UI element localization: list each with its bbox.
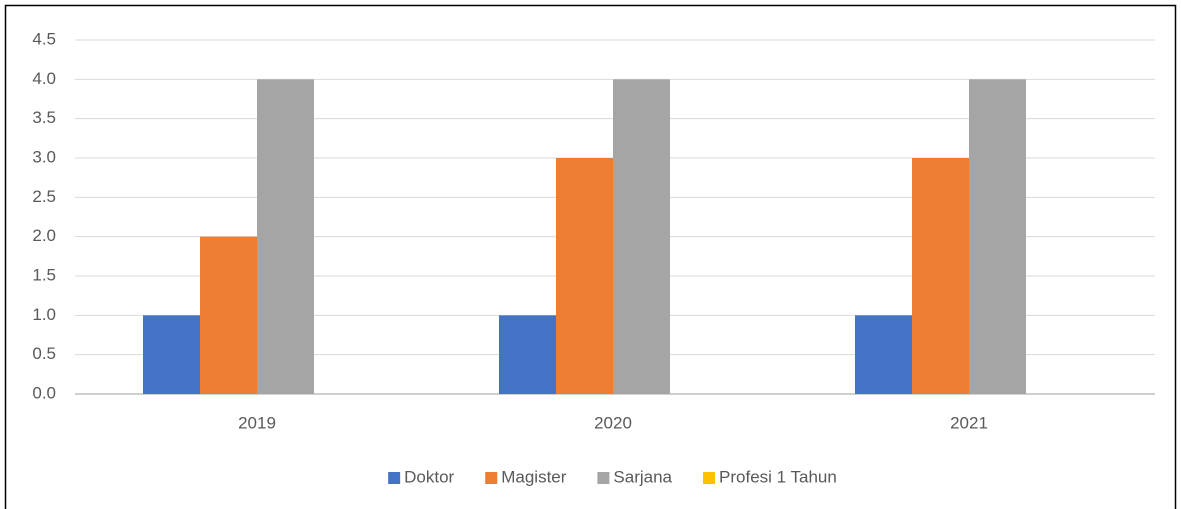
bar [969, 79, 1026, 394]
y-tick-label: 0.5 [32, 344, 56, 363]
legend-label: Profesi 1 Tahun [719, 467, 837, 486]
y-tick-label: 1.5 [32, 265, 56, 284]
y-tick-label: 2.0 [32, 226, 56, 245]
y-tick-label: 3.5 [32, 108, 56, 127]
x-tick-label: 2021 [950, 413, 988, 432]
y-tick-label: 3.0 [32, 147, 56, 166]
bar [200, 236, 257, 394]
bar [855, 315, 912, 394]
bar [143, 315, 200, 394]
bar [912, 158, 969, 394]
y-tick-label: 4.0 [32, 69, 56, 88]
legend-label: Doktor [404, 467, 454, 486]
legend-swatch [597, 472, 610, 484]
bar [257, 79, 314, 394]
x-tick-label: 2019 [238, 413, 276, 432]
bar [556, 158, 613, 394]
y-tick-label: 0.0 [32, 383, 56, 402]
legend-swatch [388, 472, 401, 484]
legend-label: Sarjana [613, 467, 672, 486]
chart-frame [4, 4, 1177, 509]
bar [499, 315, 556, 394]
legend-label: Magister [501, 467, 567, 486]
bar [613, 79, 670, 394]
y-tick-label: 4.5 [32, 29, 56, 48]
legend-swatch [703, 472, 716, 484]
x-tick-label: 2020 [594, 413, 632, 432]
y-tick-label: 2.5 [32, 187, 56, 206]
legend-swatch [485, 472, 498, 484]
y-tick-label: 1.0 [32, 305, 56, 324]
